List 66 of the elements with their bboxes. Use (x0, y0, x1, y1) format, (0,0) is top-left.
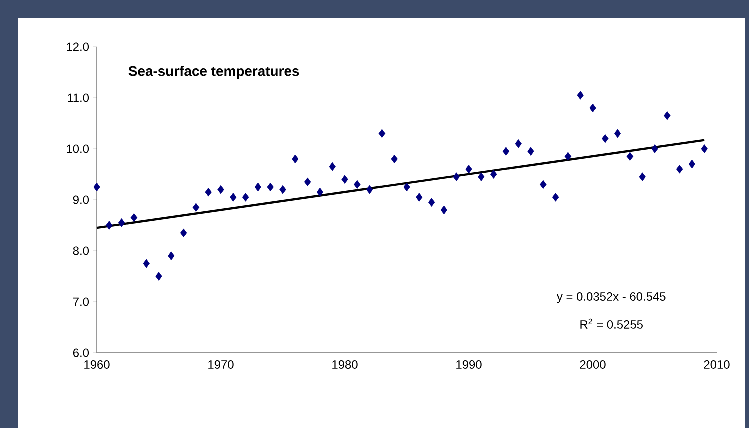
y-tick-label: 11.0 (68, 94, 90, 102)
x-tick-label: 2010 (704, 360, 730, 369)
point (590, 104, 596, 113)
point (192, 203, 200, 212)
point (254, 182, 262, 192)
point (94, 182, 100, 192)
point (626, 152, 634, 162)
x-tick-label: 1960 (84, 360, 110, 369)
point (652, 144, 658, 154)
x-tick-label: 1990 (456, 360, 482, 369)
point (118, 218, 126, 228)
point (688, 160, 696, 169)
point (490, 170, 498, 179)
point (391, 154, 398, 164)
point (540, 180, 547, 190)
y-tick-label: 6.0 (73, 348, 90, 358)
point (428, 198, 436, 207)
point (267, 182, 274, 192)
x-tick-label: 2000 (580, 360, 606, 369)
point (577, 91, 584, 100)
y-tick-label: 9.0 (73, 196, 90, 204)
point (354, 180, 361, 190)
point (515, 140, 522, 148)
y-tick-label: 10.0 (67, 144, 90, 154)
point (292, 154, 299, 164)
point (528, 147, 534, 156)
point (156, 272, 162, 281)
y-tick-label: 8.0 (73, 246, 90, 256)
y-tick-label: 7.0 (73, 298, 90, 306)
point (143, 259, 150, 268)
point (180, 228, 188, 238)
point (242, 193, 250, 202)
point (230, 193, 237, 202)
point (664, 111, 671, 120)
point (502, 147, 510, 156)
point (280, 185, 286, 194)
point (602, 134, 609, 144)
point (701, 144, 708, 154)
point (218, 185, 224, 194)
x-tick-label: 1970 (208, 360, 234, 369)
point (168, 252, 175, 260)
point (404, 182, 410, 192)
point (316, 188, 324, 197)
point (639, 172, 646, 182)
point (453, 172, 460, 182)
x-tick-label: 1980 (332, 360, 358, 369)
point (416, 193, 423, 202)
point (130, 213, 138, 222)
point (614, 129, 622, 138)
y-tick-label: 12.0 (67, 42, 90, 52)
point (440, 206, 448, 215)
point (478, 172, 485, 182)
annotation: y = 0.0352x - 60.545 (556, 292, 666, 304)
point (106, 221, 113, 230)
point (366, 185, 374, 194)
point (466, 165, 472, 174)
point (378, 129, 386, 138)
point (564, 152, 572, 162)
annotation: R$^{2}$ = 0.5255 (580, 318, 643, 329)
point (676, 165, 684, 174)
point (205, 188, 212, 197)
point (304, 178, 312, 187)
point (329, 162, 336, 172)
point (342, 175, 348, 184)
point (552, 193, 560, 202)
text: Sea-surface temperatures (128, 66, 300, 79)
